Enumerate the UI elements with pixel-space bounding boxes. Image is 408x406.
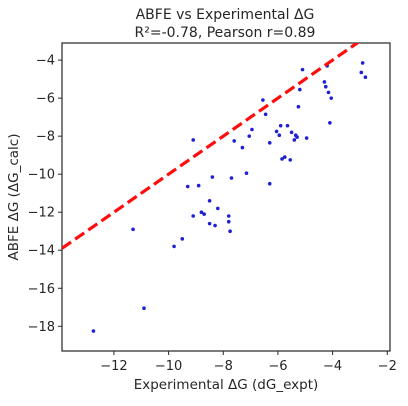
data-point: [292, 138, 297, 142]
data-point: [207, 221, 212, 226]
data-point: [280, 157, 284, 161]
plot-frame: [61, 42, 391, 352]
data-point: [263, 112, 268, 117]
data-point: [277, 133, 282, 138]
y-tick-label: −18: [28, 320, 55, 335]
x-tick-label: −6: [268, 359, 287, 374]
data-point: [91, 329, 96, 333]
y-tick-label: −10: [28, 168, 55, 183]
data-point: [213, 223, 217, 228]
y-tick-label: −14: [28, 244, 55, 259]
data-point: [267, 181, 272, 186]
data-point: [300, 67, 305, 72]
y-tick-label: −8: [36, 130, 55, 145]
data-point: [185, 184, 190, 189]
x-tick-label: −12: [100, 359, 127, 374]
data-point: [199, 210, 204, 215]
data-point: [328, 121, 332, 125]
y-tick-label: −4: [36, 54, 55, 69]
chart-subtitle: R²=-0.78, Pearson r=0.89: [135, 25, 316, 41]
data-point: [323, 84, 328, 89]
data-point: [210, 175, 215, 179]
data-point: [196, 183, 201, 188]
y-axis-ticks: −18 −16 −14 −12 −10 −8 −6 −4: [28, 54, 62, 335]
data-point: [295, 135, 299, 139]
x-tick-label: −4: [323, 359, 342, 374]
data-point: [326, 90, 331, 95]
data-point: [289, 130, 294, 135]
y-tick-label: −16: [28, 282, 55, 297]
data-point: [226, 214, 231, 218]
y-tick-label: −12: [28, 206, 55, 221]
data-point: [278, 123, 283, 128]
x-tick-label: −10: [155, 359, 182, 374]
data-point: [285, 123, 290, 128]
data-point: [191, 138, 195, 142]
data-point: [226, 219, 231, 224]
data-point: [216, 206, 220, 211]
x-axis-label: Experimental ΔG (dG_expt): [134, 377, 319, 393]
y-axis-label: ABFE ΔG (ΔG_calc): [6, 134, 22, 261]
data-point: [131, 227, 135, 232]
data-point: [247, 134, 252, 138]
data-point: [288, 158, 293, 162]
data-point: [142, 306, 146, 311]
data-point: [240, 145, 245, 150]
data-point: [304, 136, 309, 140]
data-point: [359, 70, 364, 75]
data-point: [228, 229, 232, 234]
data-point: [360, 61, 365, 65]
plot-area: [62, 43, 368, 333]
data-point: [296, 104, 301, 109]
x-axis-ticks: −12 −10 −8 −6 −4 −2: [100, 351, 397, 374]
data-point: [363, 75, 368, 80]
data-point: [180, 237, 185, 241]
data-point: [202, 212, 206, 216]
data-point: [274, 129, 279, 134]
data-point: [250, 127, 254, 132]
data-point: [322, 80, 327, 84]
identity-reference-line: [62, 43, 361, 250]
data-point: [261, 98, 265, 102]
data-point: [329, 96, 334, 100]
data-point: [232, 139, 236, 143]
data-point: [191, 214, 195, 218]
data-point: [267, 141, 272, 145]
data-point: [298, 87, 302, 92]
x-tick-label: −8: [214, 359, 233, 374]
data-point: [282, 155, 287, 159]
data-point: [229, 176, 234, 180]
data-point: [244, 171, 249, 176]
x-tick-label: −2: [378, 359, 397, 374]
y-tick-label: −6: [36, 92, 55, 107]
chart-title: ABFE vs Experimental ΔG: [136, 7, 315, 23]
data-point: [172, 244, 176, 249]
data-point: [207, 199, 212, 203]
